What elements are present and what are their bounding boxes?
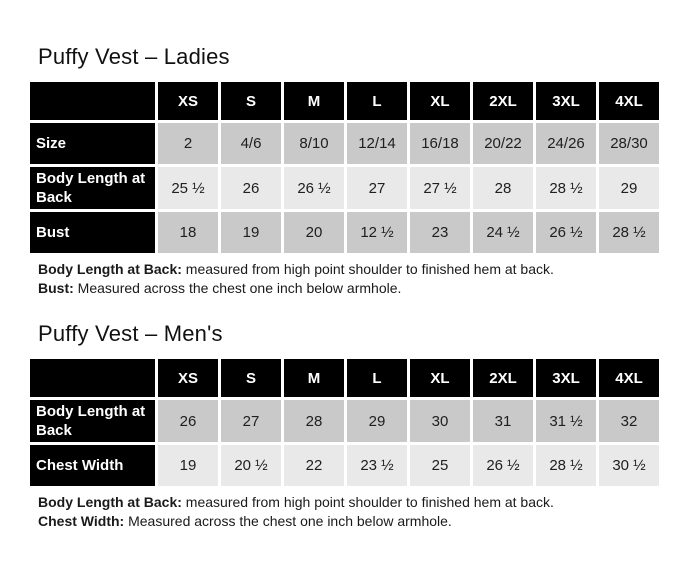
value-cell: 4/6 (221, 123, 281, 164)
value-cell: 27 ½ (410, 167, 470, 209)
note-definition: measured from high point shoulder to fin… (185, 494, 554, 510)
row-label-cell: Bust (30, 212, 155, 253)
column-header-xs: XS (158, 359, 218, 397)
ladies-body-length-row: Body Length at Back 25 ½ 26 26 ½ 27 27 ½… (30, 167, 659, 209)
value-cell: 31 ½ (536, 400, 596, 442)
note-line: Body Length at Back: measured from high … (38, 261, 692, 278)
note-line: Body Length at Back: measured from high … (38, 494, 692, 511)
value-cell: 26 (221, 167, 281, 209)
row-label-cell: Body Length at Back (30, 167, 155, 209)
value-cell: 20 ½ (221, 445, 281, 486)
ladies-section-title: Puffy Vest – Ladies (38, 44, 230, 69)
column-header-l: L (347, 82, 407, 120)
value-cell: 27 (221, 400, 281, 442)
row-label-cell: Body Length at Back (30, 400, 155, 442)
note-term: Body Length at Back: (38, 261, 182, 277)
mens-size-table: XS S M L XL 2XL 3XL 4XL Body Length at B… (27, 356, 662, 489)
value-cell: 30 ½ (599, 445, 659, 486)
mens-section: Puffy Vest – Men's XS S M L XL 2XL 3XL 4… (30, 321, 692, 530)
column-header-3xl: 3XL (536, 359, 596, 397)
value-cell: 19 (158, 445, 218, 486)
value-cell: 25 (410, 445, 470, 486)
value-cell: 29 (599, 167, 659, 209)
column-header-4xl: 4XL (599, 82, 659, 120)
note-definition: Measured across the chest one inch below… (77, 280, 402, 296)
ladies-section: Puffy Vest – Ladies XS S M L XL 2XL 3XL … (30, 44, 692, 297)
value-cell: 28 ½ (536, 445, 596, 486)
value-cell: 23 (410, 212, 470, 253)
note-term: Bust: (38, 280, 74, 296)
corner-cell (30, 359, 155, 397)
note-term: Body Length at Back: (38, 494, 182, 510)
mens-header-row: XS S M L XL 2XL 3XL 4XL (30, 359, 659, 397)
value-cell: 29 (347, 400, 407, 442)
value-cell: 27 (347, 167, 407, 209)
note-line: Bust: Measured across the chest one inch… (38, 280, 692, 297)
value-cell: 12 ½ (347, 212, 407, 253)
mens-section-title: Puffy Vest – Men's (38, 321, 223, 346)
value-cell: 18 (158, 212, 218, 253)
value-cell: 28 ½ (536, 167, 596, 209)
column-header-s: S (221, 359, 281, 397)
column-header-2xl: 2XL (473, 359, 533, 397)
corner-cell (30, 82, 155, 120)
column-header-xs: XS (158, 82, 218, 120)
column-header-m: M (284, 359, 344, 397)
note-line: Chest Width: Measured across the chest o… (38, 513, 692, 530)
note-term: Chest Width: (38, 513, 125, 529)
value-cell: 12/14 (347, 123, 407, 164)
ladies-header-row: XS S M L XL 2XL 3XL 4XL (30, 82, 659, 120)
value-cell: 24 ½ (473, 212, 533, 253)
ladies-bust-row: Bust 18 19 20 12 ½ 23 24 ½ 26 ½ 28 ½ (30, 212, 659, 253)
value-cell: 32 (599, 400, 659, 442)
value-cell: 20/22 (473, 123, 533, 164)
column-header-3xl: 3XL (536, 82, 596, 120)
size-chart-page: Puffy Vest – Ladies XS S M L XL 2XL 3XL … (30, 44, 692, 530)
value-cell: 22 (284, 445, 344, 486)
value-cell: 2 (158, 123, 218, 164)
value-cell: 28/30 (599, 123, 659, 164)
column-header-xl: XL (410, 359, 470, 397)
ladies-size-row: Size 2 4/6 8/10 12/14 16/18 20/22 24/26 … (30, 123, 659, 164)
mens-chest-width-row: Chest Width 19 20 ½ 22 23 ½ 25 26 ½ 28 ½… (30, 445, 659, 486)
value-cell: 28 (473, 167, 533, 209)
value-cell: 19 (221, 212, 281, 253)
column-header-4xl: 4XL (599, 359, 659, 397)
mens-body-length-row: Body Length at Back 26 27 28 29 30 31 31… (30, 400, 659, 442)
value-cell: 26 (158, 400, 218, 442)
column-header-2xl: 2XL (473, 82, 533, 120)
value-cell: 31 (473, 400, 533, 442)
column-header-s: S (221, 82, 281, 120)
ladies-notes: Body Length at Back: measured from high … (38, 261, 692, 297)
column-header-xl: XL (410, 82, 470, 120)
note-definition: measured from high point shoulder to fin… (185, 261, 554, 277)
row-label-cell: Chest Width (30, 445, 155, 486)
value-cell: 26 ½ (284, 167, 344, 209)
note-definition: Measured across the chest one inch below… (128, 513, 452, 529)
value-cell: 26 ½ (473, 445, 533, 486)
mens-notes: Body Length at Back: measured from high … (38, 494, 692, 530)
value-cell: 8/10 (284, 123, 344, 164)
column-header-m: M (284, 82, 344, 120)
value-cell: 20 (284, 212, 344, 253)
value-cell: 28 ½ (599, 212, 659, 253)
value-cell: 25 ½ (158, 167, 218, 209)
value-cell: 23 ½ (347, 445, 407, 486)
column-header-l: L (347, 359, 407, 397)
value-cell: 16/18 (410, 123, 470, 164)
value-cell: 28 (284, 400, 344, 442)
ladies-size-table: XS S M L XL 2XL 3XL 4XL Size 2 4/6 8/10 … (27, 79, 662, 256)
value-cell: 26 ½ (536, 212, 596, 253)
value-cell: 24/26 (536, 123, 596, 164)
value-cell: 30 (410, 400, 470, 442)
row-label-cell: Size (30, 123, 155, 164)
